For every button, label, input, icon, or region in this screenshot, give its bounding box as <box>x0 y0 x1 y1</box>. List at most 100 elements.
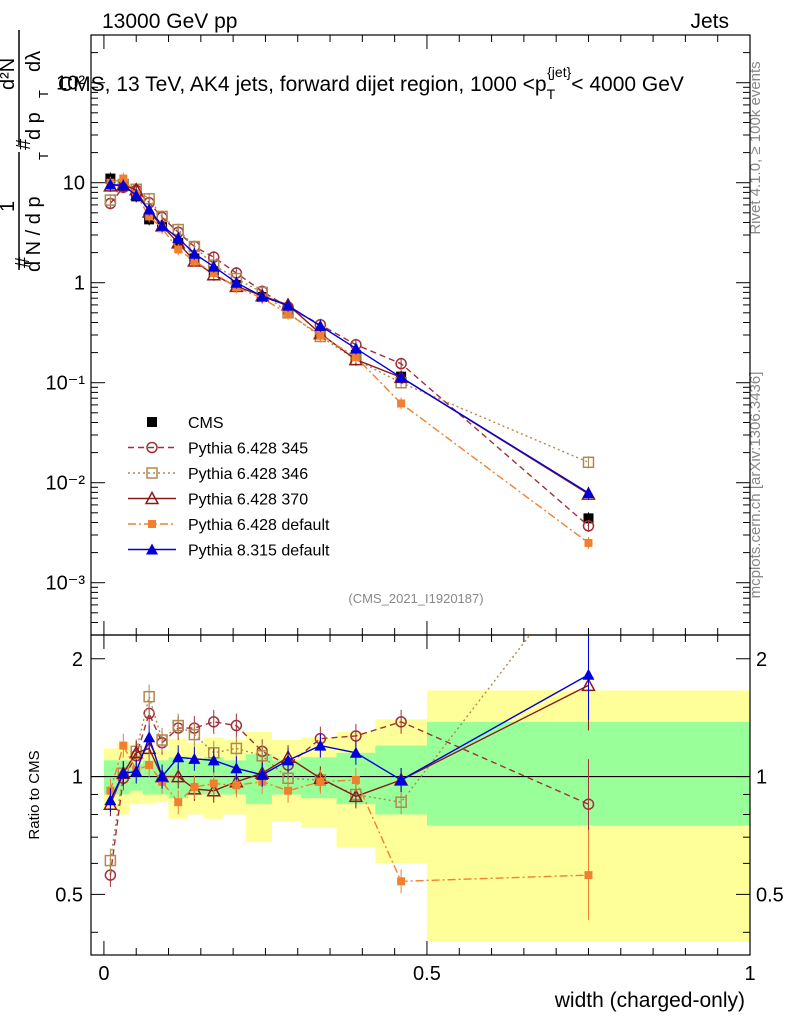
ratio-point <box>256 768 269 780</box>
ratio-point <box>143 690 155 703</box>
main-point <box>130 189 143 201</box>
main-point <box>584 538 593 547</box>
main-series-line <box>109 186 589 527</box>
main-ytick-label: 10⁻³ <box>46 573 86 595</box>
ratio-point <box>145 761 154 770</box>
ratio-point <box>104 854 117 867</box>
main-ytick-label: 10⁻² <box>46 473 86 495</box>
ratio-series-group <box>103 554 596 921</box>
legend-label: Pythia 6.428 default <box>188 517 330 534</box>
ratio-plot: 0 0.5 1 0.5 0.5 1 1 2 2 <box>55 554 784 985</box>
ratio-point <box>582 668 595 680</box>
ratio-ytick-label-right: 2 <box>756 649 767 671</box>
category-label: Jets <box>690 10 729 33</box>
ratio-point <box>230 762 243 774</box>
legend-marker <box>144 490 160 505</box>
legend: CMS Pythia 6.428 345 Pythia 6.428 346 Pythi… <box>128 415 330 560</box>
legend-label: Pythia 6.428 346 <box>188 466 308 483</box>
ratio-point <box>128 745 144 759</box>
ratio-frame <box>90 634 751 956</box>
main-series-line <box>110 183 589 494</box>
ratio-point <box>349 746 362 758</box>
ratio-point <box>156 734 168 746</box>
main-point <box>282 299 295 311</box>
main-point <box>397 399 406 408</box>
ratio-series-4 <box>104 635 595 813</box>
ratio-bands <box>103 690 750 942</box>
ratio-point <box>117 767 130 779</box>
legend-entry-0: CMS <box>147 415 224 432</box>
legend-entry-4: Pythia 6.428 default <box>128 517 330 534</box>
ylabel-sub-t1: T <box>36 152 51 160</box>
legend-marker <box>146 441 158 454</box>
main-point <box>230 276 243 288</box>
ratio-point <box>174 798 183 807</box>
main-point <box>174 245 183 254</box>
ylabel-one: 1 <box>0 201 19 212</box>
ratio-point <box>143 731 156 743</box>
main-y-axis-label: # 1 d N / d p T # d²N d p T dλ <box>0 30 51 272</box>
ratio-point <box>230 719 243 732</box>
ratio-point <box>395 716 407 728</box>
main-point <box>582 456 595 469</box>
ratio-xtick-label: 0.5 <box>413 963 441 985</box>
main-point <box>143 203 156 215</box>
main-plot: 10⁻³ 10⁻² 10⁻¹ 1 10 10² <box>46 34 751 636</box>
ylabel-denominator: d N / d p <box>23 196 45 272</box>
ratio-xtick-label: 0 <box>98 963 109 985</box>
ratio-xtick-label: 1 <box>744 963 755 985</box>
legend-label: Pythia 6.428 370 <box>188 492 308 509</box>
rivet-label: Rivet 4.1.0, ≥ 100k events <box>747 61 764 234</box>
main-point <box>314 319 327 331</box>
legend-label: Pythia 6.428 345 <box>188 441 308 458</box>
ylabel-d2n: d²N <box>0 58 19 90</box>
main-point <box>582 486 595 498</box>
legend-marker <box>146 543 158 555</box>
ratio-point <box>256 750 268 762</box>
main-point <box>349 342 362 354</box>
ratio-point <box>316 777 325 786</box>
legend-entry-2: Pythia 6.428 346 <box>128 466 308 483</box>
legend-marker <box>148 520 156 528</box>
ratio-point <box>395 796 407 808</box>
main-series-line <box>110 184 589 495</box>
main-point <box>119 174 128 183</box>
ratio-point <box>583 554 593 564</box>
main-series-4 <box>106 172 593 549</box>
ratio-ytick-label-right: 0.5 <box>756 884 784 906</box>
main-ytick-label: 10⁻¹ <box>46 373 86 395</box>
legend-marker <box>146 467 158 479</box>
ratio-point <box>206 783 222 797</box>
main-series-line <box>109 183 589 463</box>
ratio-point <box>582 798 595 810</box>
main-series-2 <box>104 178 595 469</box>
main-series-line <box>110 177 589 544</box>
main-point <box>284 309 293 318</box>
main-point <box>316 331 325 339</box>
ylabel-sub-t2: T <box>36 90 51 98</box>
legend-entry-5: Pythia 8.315 default <box>128 543 330 560</box>
ratio-point <box>209 779 218 788</box>
ylabel-hash1: # <box>12 256 34 268</box>
main-point <box>209 269 218 278</box>
ratio-ytick-label: 1 <box>72 767 83 789</box>
main-point <box>145 212 154 221</box>
ratio-series-line <box>109 711 589 876</box>
ylabel-dp: d p <box>23 112 45 140</box>
main-point <box>190 256 199 265</box>
ratio-point <box>130 765 143 777</box>
main-point <box>256 290 269 302</box>
ratio-point <box>232 781 241 790</box>
main-title: CMS, 13 TeV, AK4 jets, forward dijet reg… <box>58 64 684 102</box>
legend-entry-1: Pythia 6.428 345 <box>128 441 308 458</box>
legend-label: Pythia 8.315 default <box>188 543 330 560</box>
main-point <box>207 260 220 272</box>
ratio-point <box>170 768 186 783</box>
ratio-point <box>208 716 220 728</box>
main-series-5 <box>104 178 595 499</box>
main-ytick-label: 10² <box>56 73 85 95</box>
ratio-point <box>172 751 185 763</box>
energy-label: 13000 GeV pp <box>102 10 237 33</box>
main-point <box>117 179 130 191</box>
